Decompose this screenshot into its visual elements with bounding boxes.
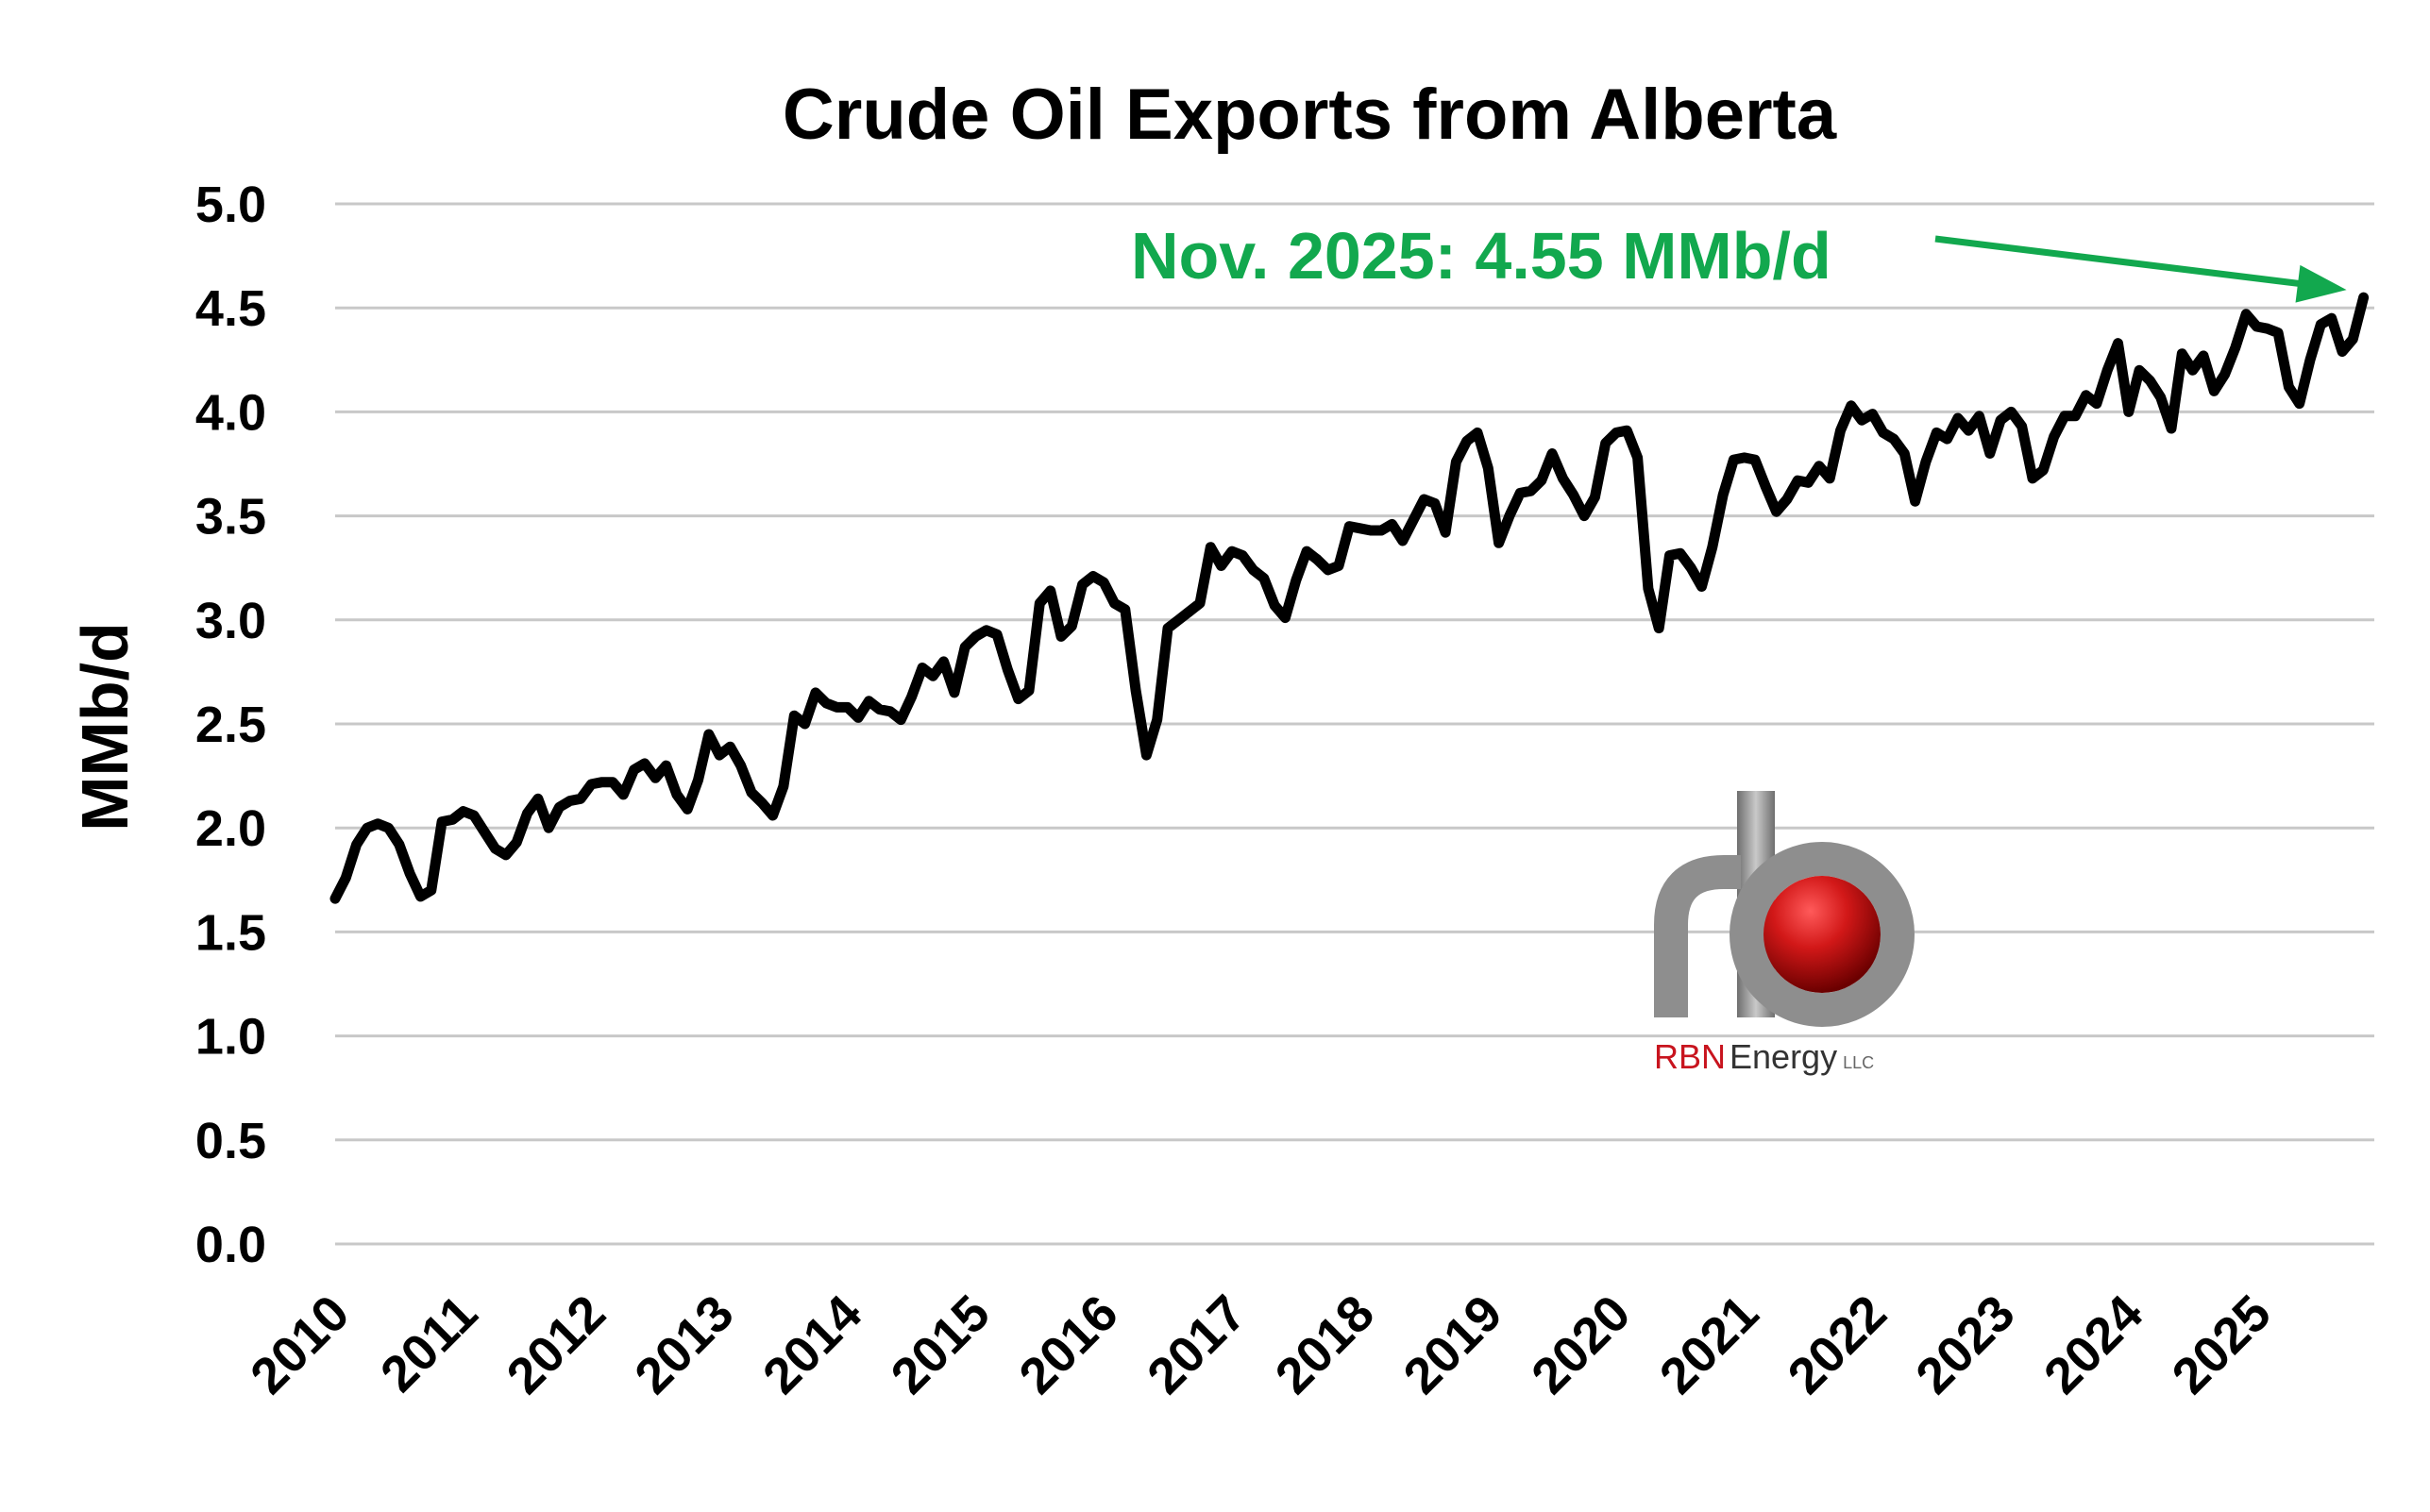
y-tick-label: 3.5 [195,489,266,546]
x-tick-label: 2010 [240,1285,360,1404]
y-tick-label: 1.5 [195,904,266,961]
y-tick-label: 3.0 [195,593,266,649]
y-tick-label: 5.0 [195,176,266,233]
x-tick-label: 2022 [1778,1285,1898,1404]
y-tick-label: 4.5 [195,280,266,337]
y-axis-label: MMb/d [68,622,142,832]
x-tick-label: 2016 [1008,1285,1128,1404]
y-tick-label: 2.0 [195,800,266,857]
x-tick-label: 2015 [881,1285,1001,1404]
chart-title: Crude Oil Exports from Alberta [783,75,1837,155]
x-tick-label: 2021 [1649,1285,1769,1404]
x-tick-label: 2012 [497,1285,616,1404]
annotation-arrow [1934,235,2347,303]
y-tick-label: 0.0 [195,1217,266,1273]
y-tick-label: 4.0 [195,384,266,441]
gridlines [335,202,2374,1246]
logo-text-energy: Energy [1730,1037,1837,1076]
y-tick-label: 2.5 [195,697,266,753]
logo-text-llc: LLC [1843,1053,1874,1072]
series-line [329,292,2370,904]
y-tick-label: 0.5 [195,1113,266,1169]
x-tick-label: 2023 [1905,1285,2025,1404]
logo-text-rbn: RBN [1654,1037,1726,1076]
y-axis-ticks: 0.0 0.5 1.0 1.5 2.0 2.5 3.0 3.5 4.0 4.5 5.0 [195,176,266,1273]
rbn-energy-logo: RBN Energy LLC [1654,791,1915,1076]
x-tick-label: 2019 [1392,1285,1512,1404]
x-tick-label: 2017 [1137,1285,1257,1404]
annotation-label: Nov. 2025: 4.55 MMb/d [1131,219,1831,293]
x-axis-ticks: 2010 2011 2012 2013 2014 2015 2016 2017 2018 2019… [240,1285,2282,1404]
x-tick-label: 2018 [1265,1285,1385,1404]
x-tick-label: 2013 [624,1285,744,1404]
x-tick-label: 2025 [2162,1285,2282,1404]
y-tick-label: 1.0 [195,1009,266,1066]
x-tick-label: 2014 [752,1285,872,1404]
x-tick-label: 2020 [1521,1285,1641,1404]
x-tick-label: 2024 [2033,1285,2153,1404]
x-tick-label: 2011 [370,1285,488,1403]
